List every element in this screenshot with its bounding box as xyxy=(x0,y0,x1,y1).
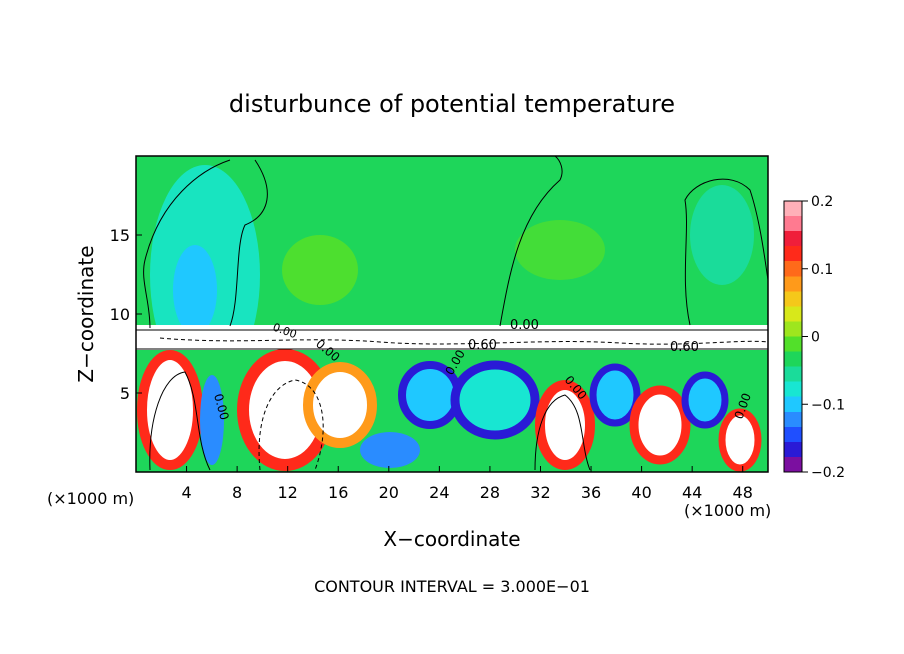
inversion-band xyxy=(136,325,768,350)
chart-title: disturbunce of potential temperature xyxy=(229,90,675,118)
eddy-blue-6 xyxy=(360,432,420,468)
contour-line-upper-plume xyxy=(229,159,268,327)
contour-label: 0.00 xyxy=(510,318,539,333)
eddy-white-5 xyxy=(629,385,691,465)
x-tick-label: 24 xyxy=(429,483,449,502)
eddy-blue-3 xyxy=(450,360,540,440)
x-unit-right: (×1000 m) xyxy=(684,501,771,520)
colorbar-tick-label: 0.1 xyxy=(811,262,833,278)
eddy-blue-1 xyxy=(200,375,224,465)
x-tick-label: 20 xyxy=(379,483,399,502)
colorbar-tick-label: −0.2 xyxy=(811,465,845,481)
eddy-white-4 xyxy=(535,380,595,470)
contour-line-inversion-mid xyxy=(159,337,769,345)
eddy-white-1 xyxy=(137,350,203,470)
x-tick-label: 44 xyxy=(682,483,702,502)
contour-line-eddy-1 xyxy=(149,371,211,471)
x-tick-label: 36 xyxy=(581,483,601,502)
eddy-blue-5 xyxy=(681,371,729,429)
x-axis: 4 8 12 16 20 24 28 32 36 40 44 48 xyxy=(181,466,753,502)
eddy-white-3 xyxy=(303,362,377,448)
x-tick-label: 8 xyxy=(232,483,242,502)
y-axis: 5 10 15 xyxy=(110,226,142,403)
contour-label: 0.60 xyxy=(468,338,497,353)
y-axis-label: Z−coordinate xyxy=(74,245,98,382)
y-tick-label: 5 xyxy=(120,384,130,403)
y-tick-label: 15 xyxy=(110,226,130,245)
eddy-white-6 xyxy=(718,408,762,472)
contour-label: 0.60 xyxy=(670,340,699,355)
cool-anomaly-field-right xyxy=(690,185,754,285)
colorbar-tick-label: −0.1 xyxy=(811,397,845,413)
x-tick-label: 28 xyxy=(480,483,500,502)
contour-label: 0.00 xyxy=(211,392,231,421)
colorbar xyxy=(783,200,803,473)
contour-line-upper-right xyxy=(684,178,769,326)
warm-anomaly-field-1 xyxy=(282,235,358,305)
contour-line-eddy-2 xyxy=(258,379,324,471)
colorbar-tick-label: 0.2 xyxy=(811,194,833,210)
cold-core-field xyxy=(173,245,217,335)
contour-lines xyxy=(136,155,769,471)
x-tick-label: 40 xyxy=(631,483,651,502)
contour-interval-footer: CONTOUR INTERVAL = 3.000E−01 xyxy=(314,577,590,596)
contour-line-upper-mid xyxy=(499,155,563,327)
warm-anomaly-field-2 xyxy=(515,220,605,280)
eddy-blue-4 xyxy=(589,363,641,427)
colorbar-ticks: 0.2 0.1 0 −0.1 −0.2 xyxy=(802,194,845,481)
contour-line-upper-left xyxy=(143,159,231,329)
x-tick-label: 48 xyxy=(733,483,753,502)
contour-line-eddy-3 xyxy=(534,394,591,471)
x-tick-label: 4 xyxy=(181,483,191,502)
y-tick-label: 10 xyxy=(110,305,130,324)
x-tick-label: 12 xyxy=(278,483,298,502)
colorbar-tick-label: 0 xyxy=(811,330,820,346)
field-layer xyxy=(136,156,768,472)
x-axis-label: X−coordinate xyxy=(383,527,520,551)
x-tick-label: 16 xyxy=(328,483,348,502)
x-unit-left: (×1000 m) xyxy=(47,489,134,508)
x-tick-label: 32 xyxy=(530,483,550,502)
